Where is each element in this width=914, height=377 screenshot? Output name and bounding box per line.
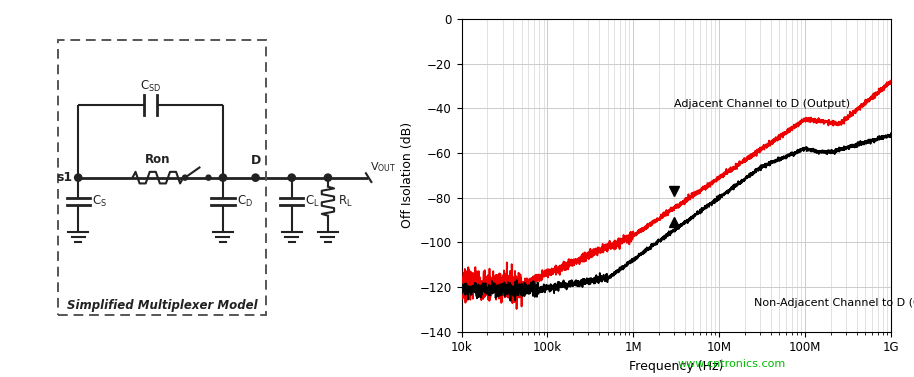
Circle shape bbox=[183, 175, 187, 180]
Circle shape bbox=[219, 174, 227, 181]
Text: C$_{\mathsf{S}}$: C$_{\mathsf{S}}$ bbox=[92, 194, 107, 209]
Circle shape bbox=[252, 174, 260, 181]
Text: Adjacent Channel to D (Output): Adjacent Channel to D (Output) bbox=[675, 99, 851, 109]
Text: C$_{\mathsf{D}}$: C$_{\mathsf{D}}$ bbox=[237, 194, 253, 209]
Text: s1: s1 bbox=[57, 171, 73, 184]
Text: Non-Adjacent Channel to D (Output): Non-Adjacent Channel to D (Output) bbox=[753, 298, 914, 308]
Text: Simplified Multiplexer Model: Simplified Multiplexer Model bbox=[67, 299, 258, 311]
Text: C$_{\mathsf{L}}$: C$_{\mathsf{L}}$ bbox=[305, 194, 320, 209]
Text: C$_{\mathsf{SD}}$: C$_{\mathsf{SD}}$ bbox=[140, 79, 161, 94]
Circle shape bbox=[324, 174, 332, 181]
Text: D: D bbox=[250, 154, 260, 167]
Y-axis label: Off Isolation (dB): Off Isolation (dB) bbox=[401, 122, 414, 228]
Text: Ron: Ron bbox=[145, 153, 171, 166]
Circle shape bbox=[288, 174, 295, 181]
Text: V$_{\mathsf{OUT}}$: V$_{\mathsf{OUT}}$ bbox=[369, 161, 396, 175]
X-axis label: Frequency (Hz): Frequency (Hz) bbox=[629, 360, 724, 373]
Text: www.cntronics.com: www.cntronics.com bbox=[677, 359, 785, 369]
Circle shape bbox=[75, 174, 82, 181]
Circle shape bbox=[206, 175, 211, 180]
Text: R$_{\mathsf{L}}$: R$_{\mathsf{L}}$ bbox=[338, 194, 353, 209]
Bar bbox=[58, 40, 266, 315]
